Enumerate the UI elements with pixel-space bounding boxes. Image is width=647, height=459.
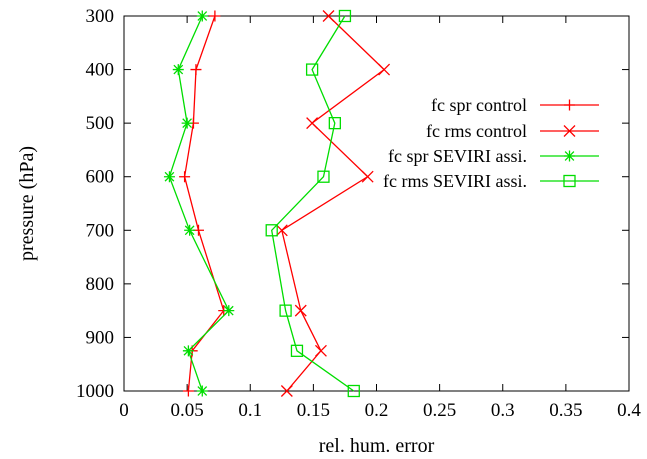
series-2	[275, 10, 391, 397]
y-tick-label: 500	[86, 113, 115, 134]
x-tick-label: 0.1	[238, 400, 262, 421]
data-point	[563, 174, 576, 188]
legend-label: fc spr SEVIRI assi.	[388, 146, 527, 166]
legend: fc spr control fc rms control fc spr SEVIR…	[383, 95, 599, 191]
series-1	[179, 10, 230, 397]
legend-entry: fc spr SEVIRI assi.	[388, 146, 599, 166]
x-tick-label: 0.2	[365, 400, 389, 421]
data-point	[275, 224, 288, 237]
y-axis-title: pressure (hPa)	[16, 146, 38, 261]
data-point	[314, 344, 327, 357]
data-point	[378, 63, 391, 76]
data-point	[322, 10, 335, 22]
data-point	[190, 64, 202, 76]
series-line	[281, 15, 386, 392]
y-tick-label: 800	[86, 274, 115, 295]
y-tick-label: 600	[86, 167, 115, 188]
data-point	[182, 385, 194, 397]
legend-label: fc rms SEVIRI assi.	[383, 171, 527, 191]
data-point	[338, 9, 352, 23]
data-point	[172, 64, 184, 76]
series-line	[183, 15, 225, 392]
y-tick-label: 400	[86, 60, 115, 81]
x-axis-title: rel. hum. error	[319, 435, 435, 457]
axis-ticks: 0 0.05 0.1 0.15 0.2 0.25 0.3 0.35 0.4 300 400 500 60…	[76, 6, 641, 421]
y-tick-label: 300	[86, 6, 115, 27]
data-point	[294, 304, 307, 317]
data-point	[163, 171, 175, 183]
x-tick-label: 0.4	[617, 400, 641, 421]
x-tick-label: 0.35	[549, 400, 582, 421]
series-4	[265, 9, 360, 398]
data-point	[209, 10, 221, 22]
data-point	[347, 384, 360, 398]
series-layer	[163, 9, 391, 398]
data-point	[182, 345, 194, 357]
data-point	[328, 116, 341, 130]
x-tick-label: 0.15	[297, 400, 330, 421]
legend-entry: fc rms control	[426, 121, 599, 141]
y-tick-label: 700	[86, 220, 115, 241]
data-point	[290, 344, 304, 357]
data-point	[196, 385, 208, 397]
series-line	[271, 15, 355, 392]
data-point	[196, 10, 208, 22]
x-tick-label: 0.05	[171, 400, 204, 421]
legend-entry: fc rms SEVIRI assi.	[383, 171, 599, 191]
series-line	[168, 15, 230, 392]
data-point	[306, 117, 319, 130]
data-point	[305, 63, 319, 76]
data-point	[279, 304, 292, 317]
data-point	[564, 99, 575, 111]
y-tick-label: 900	[86, 327, 115, 348]
data-point	[564, 150, 575, 162]
legend-entry: fc spr control	[431, 95, 599, 115]
data-point	[184, 224, 196, 236]
plot-frame	[123, 15, 630, 392]
data-point	[223, 305, 235, 317]
legend-label: fc spr control	[431, 95, 527, 115]
series-3	[163, 10, 235, 397]
x-tick-label: 0.3	[491, 400, 515, 421]
legend-label: fc rms control	[426, 121, 527, 141]
data-point	[179, 171, 191, 183]
y-tick-label: 1000	[76, 381, 114, 402]
data-point	[265, 224, 278, 237]
data-point	[361, 170, 374, 183]
x-tick-label: 0.25	[423, 400, 456, 421]
data-point	[563, 125, 576, 137]
data-point	[317, 170, 330, 183]
data-point	[280, 385, 293, 397]
data-point	[181, 117, 193, 129]
x-tick-label: 0	[119, 400, 129, 421]
